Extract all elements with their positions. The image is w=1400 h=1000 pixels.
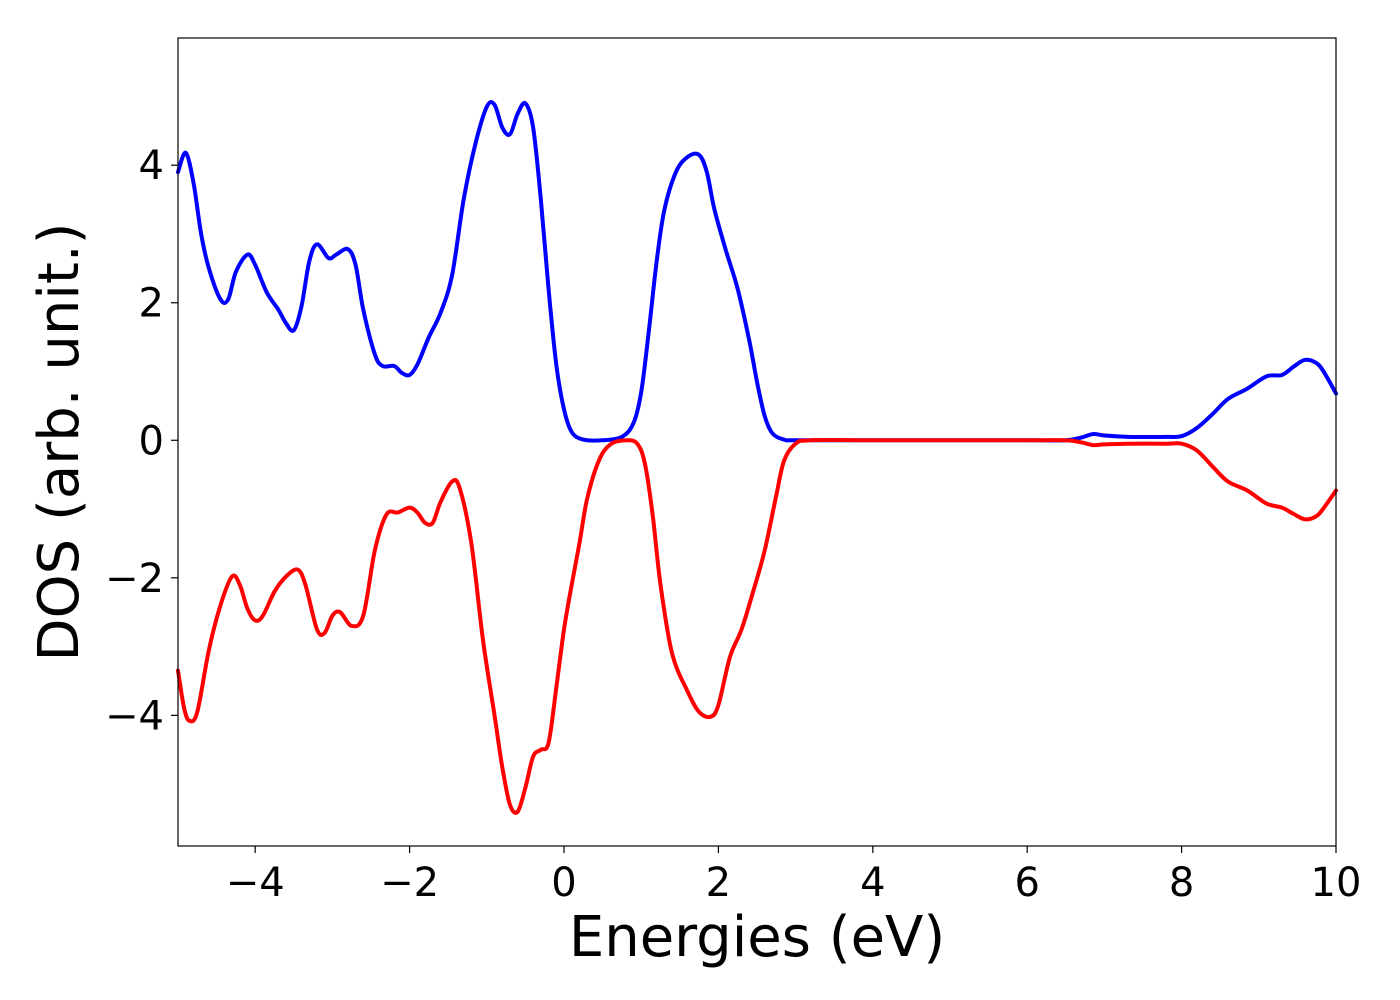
y-tick-label: −2 (105, 556, 164, 602)
series-layer (176, 99, 1338, 815)
x-tick-label: 10 (1311, 860, 1362, 906)
x-axis-label: Energies (eV) (569, 905, 945, 970)
series-line-red (176, 438, 1338, 815)
series-line-blue (176, 99, 1338, 443)
y-axis-ticks: −4 −2 0 2 4 (105, 143, 178, 739)
y-tick-label: 0 (139, 418, 164, 464)
y-tick-label: −4 (105, 693, 164, 739)
x-tick-label: −4 (226, 860, 285, 906)
x-tick-label: 2 (706, 860, 731, 906)
y-tick-label: 4 (139, 143, 164, 189)
y-tick-label: 2 (139, 281, 164, 327)
y-axis-label: DOS (arb. unit.) (27, 222, 92, 661)
x-tick-label: 8 (1169, 860, 1194, 906)
x-tick-label: 0 (551, 860, 576, 906)
x-tick-label: 6 (1014, 860, 1039, 906)
plot-frame (177, 37, 1337, 847)
x-tick-label: −2 (380, 860, 439, 906)
x-tick-label: 4 (860, 860, 885, 906)
x-axis-ticks: −4 −2 0 2 4 6 8 10 (226, 846, 1362, 906)
